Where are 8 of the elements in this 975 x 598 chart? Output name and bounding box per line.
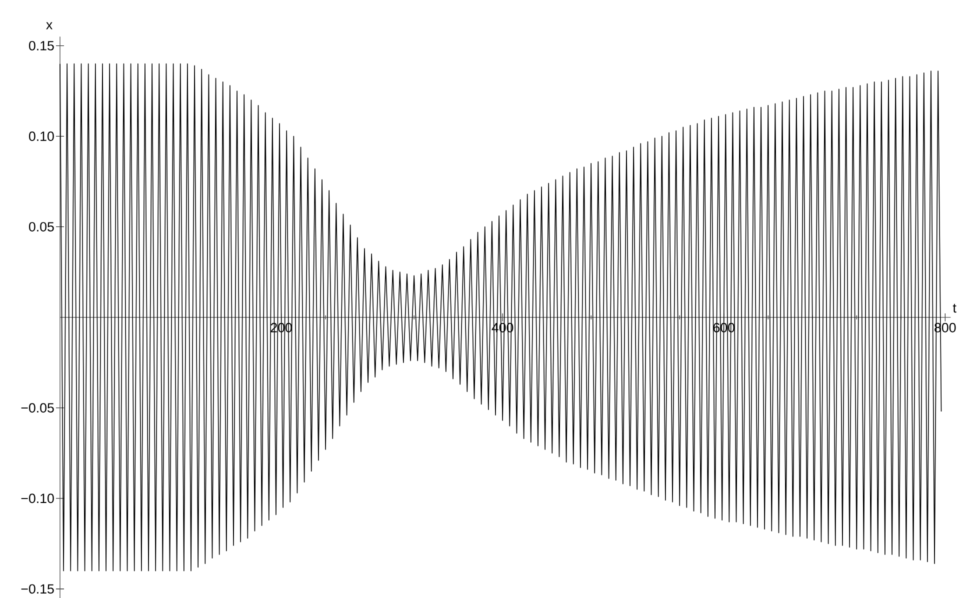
y-tick-label: −0.05 — [21, 403, 54, 413]
y-tick-label: −0.15 — [21, 584, 54, 594]
y-tick-label: 0.10 — [28, 132, 54, 141]
y-axis-title: x — [46, 22, 52, 30]
y-tick-label: 0.05 — [28, 222, 54, 232]
y-tick-label: 0.15 — [28, 40, 54, 50]
x-axis-title: t — [952, 304, 956, 313]
y-tick-label: −0.10 — [21, 494, 54, 504]
